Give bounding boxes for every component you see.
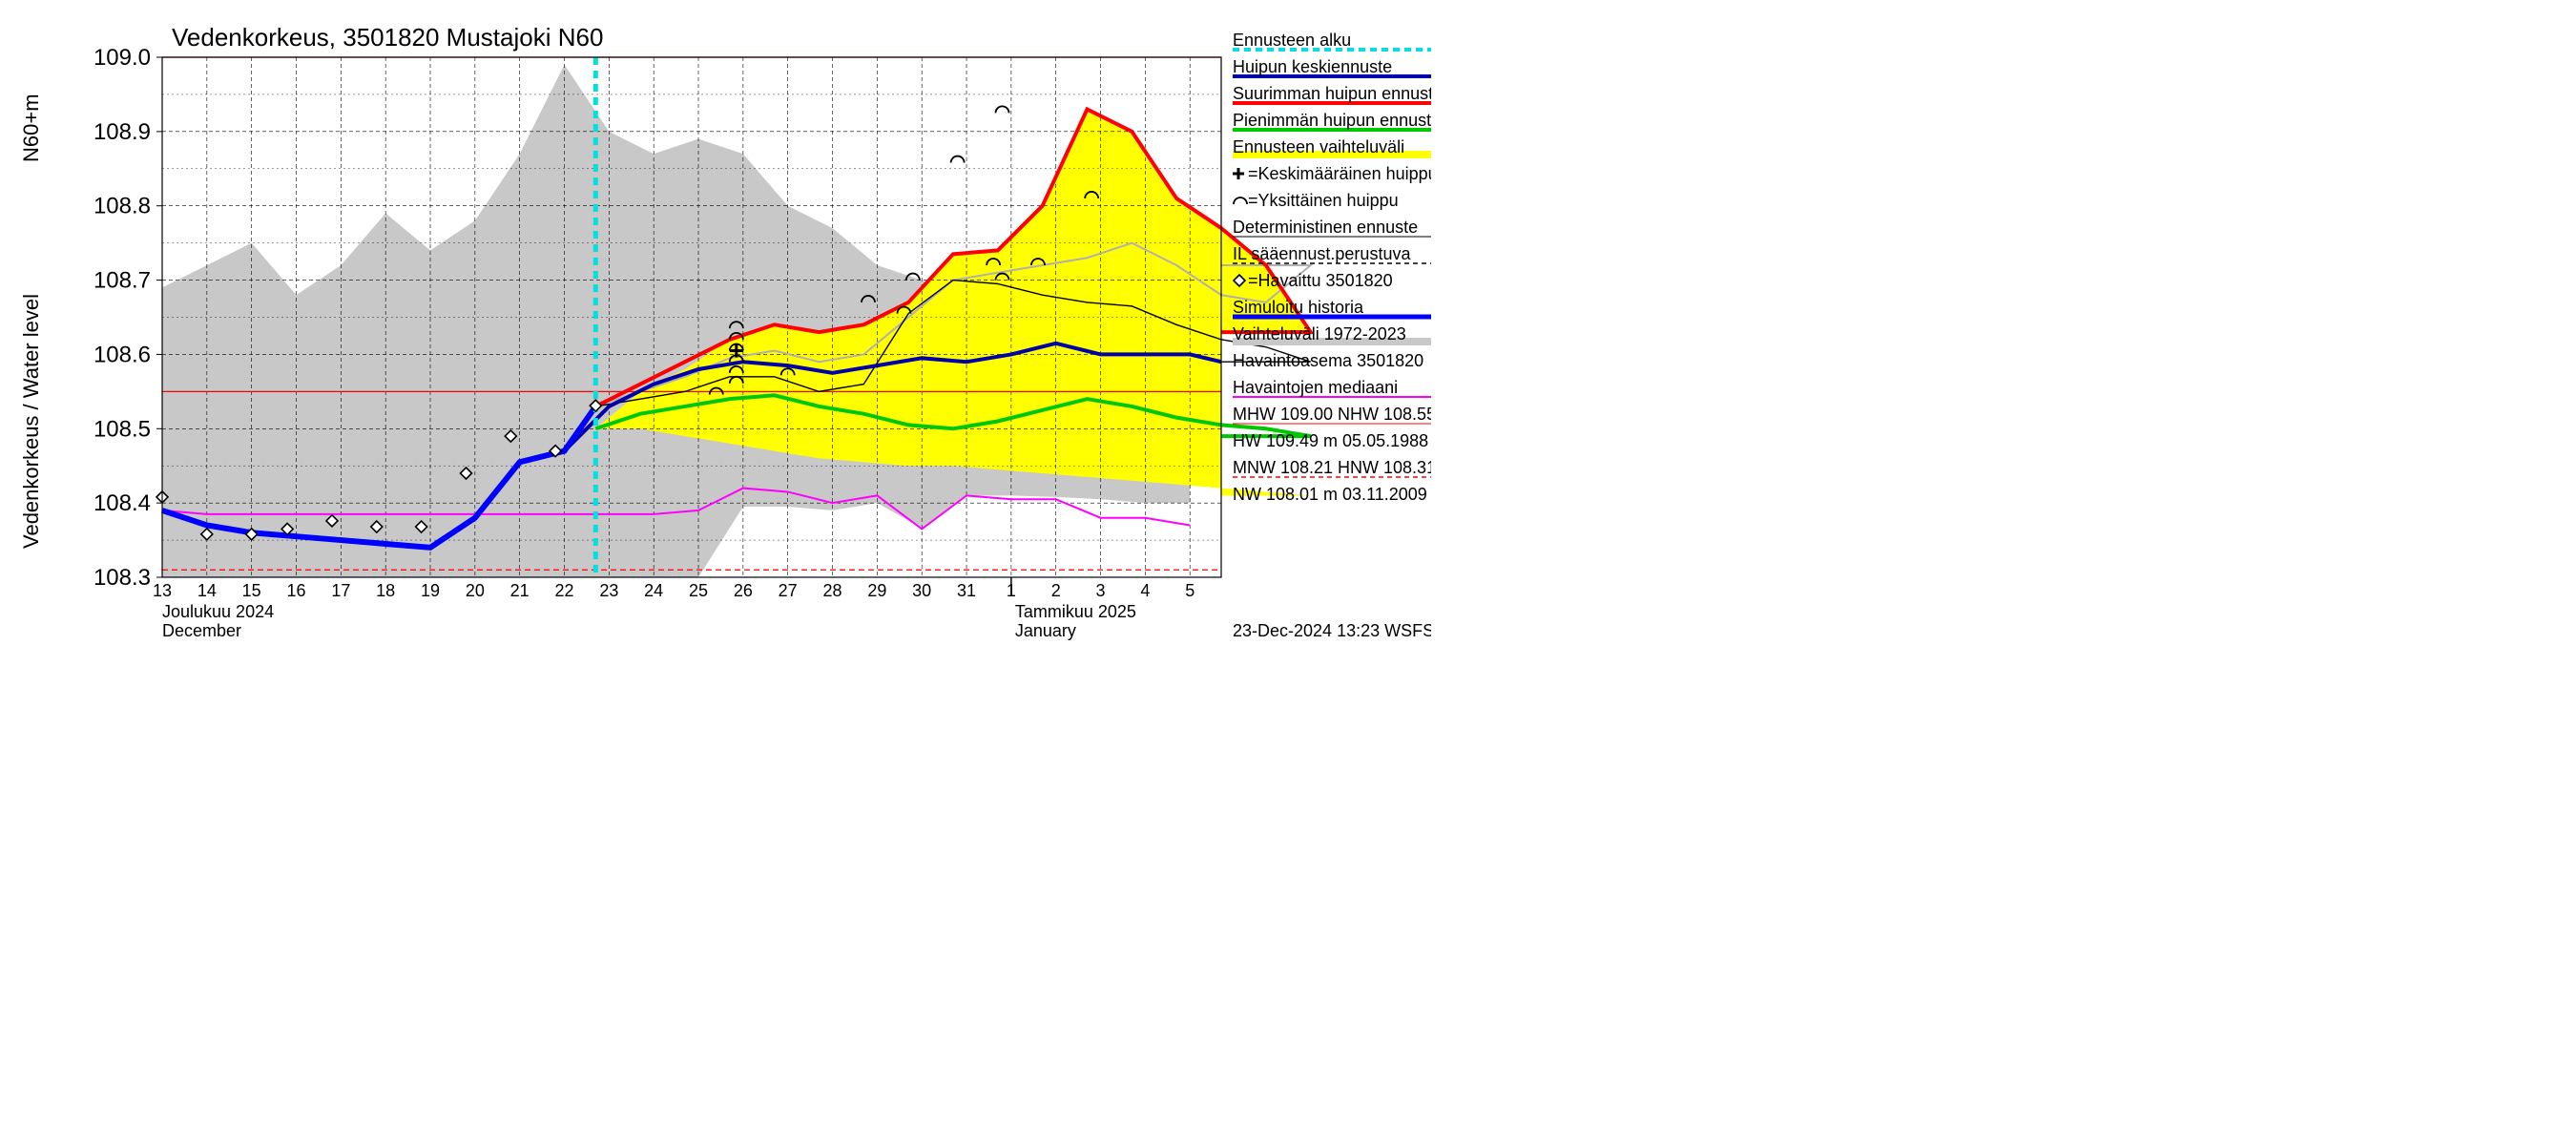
x-tick-label: 2 — [1051, 581, 1061, 600]
month-label-fi: Joulukuu 2024 — [162, 602, 274, 621]
legend-label: =Keskimääräinen huippu — [1248, 164, 1431, 183]
legend-label: Huipun keskiennuste — [1233, 57, 1392, 76]
y-tick-label: 108.9 — [93, 119, 151, 145]
y-tick-label: 109.0 — [93, 45, 151, 71]
x-tick-label: 28 — [823, 581, 842, 600]
x-tick-label: 22 — [555, 581, 574, 600]
y-axis-label-1: Vedenkorkeus / Water level — [19, 294, 43, 549]
x-tick-label: 17 — [331, 581, 350, 600]
x-tick-label: 24 — [644, 581, 663, 600]
x-tick-label: 27 — [779, 581, 798, 600]
x-tick-label: 20 — [466, 581, 485, 600]
month-label-en: December — [162, 621, 241, 640]
x-tick-label: 5 — [1185, 581, 1195, 600]
x-tick-label: 21 — [510, 581, 530, 600]
x-tick-label: 30 — [912, 581, 931, 600]
y-tick-label: 108.5 — [93, 416, 151, 442]
legend-label: Deterministinen ennuste — [1233, 218, 1418, 237]
x-tick-label: 1 — [1007, 581, 1016, 600]
legend-label: Ennusteen alku — [1233, 31, 1351, 50]
legend-label: =Yksittäinen huippu — [1248, 191, 1399, 210]
chart-title: Vedenkorkeus, 3501820 Mustajoki N60 — [172, 23, 603, 52]
x-tick-label: 23 — [599, 581, 618, 600]
footer-timestamp: 23-Dec-2024 13:23 WSFS-O — [1233, 621, 1431, 640]
x-tick-label: 31 — [957, 581, 976, 600]
x-tick-label: 18 — [376, 581, 395, 600]
y-tick-label: 108.3 — [93, 565, 151, 591]
x-tick-label: 13 — [153, 581, 172, 600]
x-tick-label: 25 — [689, 581, 708, 600]
month-label-en-2: January — [1015, 621, 1076, 640]
y-tick-label: 108.8 — [93, 194, 151, 219]
x-tick-label: 4 — [1140, 581, 1150, 600]
x-tick-label: 29 — [867, 581, 886, 600]
y-tick-label: 108.4 — [93, 490, 151, 516]
x-tick-label: 19 — [421, 581, 440, 600]
legend-label: NW 108.01 m 03.11.2009 — [1233, 485, 1427, 504]
chart-container: 108.3 108.4 108.5 108.6 108.7 108.8 108.9 109.0… — [0, 0, 1431, 649]
y-tick-label: 108.7 — [93, 268, 151, 294]
individual-peak-marker — [996, 106, 1009, 113]
legend-label: Simuloitu historia — [1233, 298, 1364, 317]
legend-label: Havaintojen mediaani — [1233, 378, 1398, 397]
legend-label: Ennusteen vaihteluväli — [1233, 137, 1404, 156]
legend-label: Pienimmän huipun ennuste — [1233, 111, 1431, 130]
individual-peak-marker — [951, 156, 965, 163]
x-tick-label: 3 — [1096, 581, 1106, 600]
legend-arc-icon — [1234, 198, 1247, 204]
y-axis-label-2: N60+m — [19, 94, 43, 162]
x-tick-label: 14 — [197, 581, 217, 600]
legend-label: MNW 108.21 HNW 108.31 — [1233, 458, 1431, 477]
x-tick-label: 26 — [734, 581, 753, 600]
legend-label: IL sääennust.perustuva — [1233, 244, 1411, 263]
water-level-chart: 108.3 108.4 108.5 108.6 108.7 108.8 108.9 109.0… — [0, 0, 1431, 649]
legend-label: Suurimman huipun ennuste — [1233, 84, 1431, 103]
y-tick-label: 108.6 — [93, 342, 151, 367]
legend-label: Havaintoasema 3501820 — [1233, 351, 1423, 370]
x-tick-label: 16 — [286, 581, 305, 600]
x-tick-label: 15 — [242, 581, 261, 600]
legend-label: Vaihteluväli 1972-2023 — [1233, 324, 1406, 344]
legend-label: HW 109.49 m 05.05.1988 — [1233, 431, 1428, 450]
month-label-fi-2: Tammikuu 2025 — [1015, 602, 1136, 621]
legend-label: =Havaittu 3501820 — [1248, 271, 1393, 290]
legend-label: MHW 109.00 NHW 108.55 — [1233, 405, 1431, 424]
